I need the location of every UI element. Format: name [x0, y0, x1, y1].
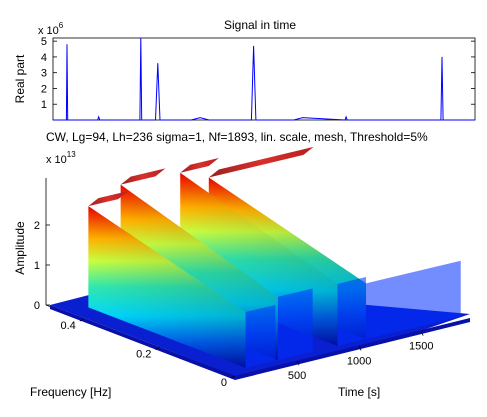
surface-y-tick-mark	[155, 347, 160, 350]
surface-x-tick-mark	[420, 331, 424, 336]
signal-plot-area	[52, 37, 476, 121]
surface-ridge-front	[337, 277, 367, 346]
surface-x-label: Time [s]	[338, 385, 380, 399]
surface-x-tick-mark	[358, 346, 362, 351]
surface-y-tick-label: 0	[221, 377, 227, 389]
signal-y-ticks: 1 2 3 4 5	[41, 36, 475, 111]
signal-y-tick-label: 4	[41, 52, 47, 64]
signal-y-tick-label: 3	[41, 68, 47, 80]
surface-z-tick-label: 0	[34, 300, 40, 312]
signal-y-tick-label: 1	[41, 99, 47, 111]
surface-x-ticks: 500 1000 1500	[288, 331, 433, 382]
surface-ridge-front	[366, 260, 461, 340]
signal-y-label: Real part	[13, 54, 27, 103]
surface-ridge-front	[245, 304, 276, 368]
surface-x-tick-label: 500	[288, 370, 306, 382]
signal-y-exponent-power: 6	[59, 21, 64, 30]
surface-chart-subtitle: CW, Lg=94, Lh=236 sigma=1, Nf=1893, lin.…	[46, 130, 428, 144]
surface-ridge-top	[208, 146, 314, 178]
signal-y-tick-label: 2	[41, 83, 47, 95]
signal-y-exponent: x 106	[38, 21, 64, 37]
surface-x-tick-mark	[296, 361, 300, 366]
surface-chart: CW, Lg=94, Lh=236 sigma=1, Nf=1893, lin.…	[13, 130, 471, 399]
surface-floor-front	[50, 305, 470, 380]
surface-y-tick-label: 0.2	[136, 349, 151, 361]
surface-y-ticks: 0 0.2 0.4	[61, 318, 236, 389]
signal-y-tick-label: 5	[41, 36, 47, 48]
surface-y-label: Frequency [Hz]	[30, 385, 111, 399]
surface-x-tick-label: 1000	[347, 355, 371, 367]
surface-y-tick-label: 0.4	[61, 320, 76, 332]
surface-x-tick-label: 1500	[409, 341, 433, 353]
signal-chart: Signal in time x 106 1 2 3 4 5 Real part	[13, 18, 476, 121]
surface-ridge-top	[88, 191, 129, 207]
surface-ridge-shade	[88, 206, 246, 368]
surface-ridge	[88, 191, 276, 368]
surface-ridges	[88, 146, 461, 368]
surface-y-tick-mark	[230, 375, 236, 379]
surface-z-exponent-power: 13	[67, 150, 76, 159]
surface-ridge-top	[120, 168, 166, 185]
signal-chart-title: Signal in time	[224, 18, 296, 32]
surface-z-exponent-base: x 10	[46, 154, 67, 166]
surface-z-label: Amplitude	[13, 221, 27, 275]
surface-z-exponent: x 1013	[46, 150, 76, 166]
signal-series-line	[53, 37, 475, 121]
surface-ridge-front	[277, 288, 313, 361]
surface-z-ticks: 0 1 2	[34, 220, 50, 312]
surface-z-tick-label: 2	[34, 220, 40, 232]
surface-y-tick-mark	[79, 318, 84, 322]
surface-ridge-top	[180, 157, 219, 173]
signal-y-exponent-base: x 10	[38, 25, 59, 37]
surface-z-tick-label: 1	[34, 260, 40, 272]
